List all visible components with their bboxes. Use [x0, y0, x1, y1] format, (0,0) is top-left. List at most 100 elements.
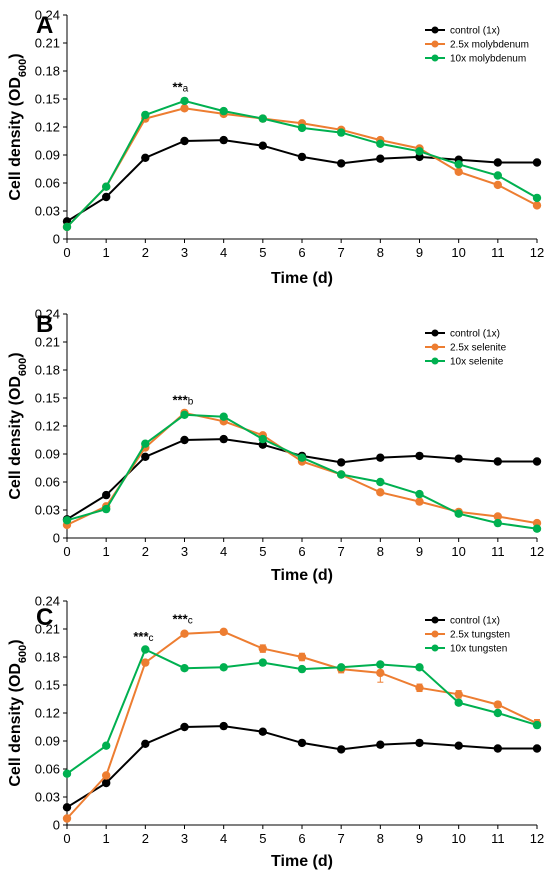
y-tick-label: 0.21 [35, 622, 60, 637]
x-tick-label: 7 [338, 831, 345, 846]
data-point [297, 652, 307, 662]
panel-letter: A [36, 12, 53, 39]
legend-item: 10x tungsten [425, 644, 507, 655]
data-point [297, 123, 307, 133]
legend-label: 2.5x molybdenum [450, 40, 529, 51]
data-point [180, 722, 189, 732]
x-tick-label: 4 [220, 544, 227, 559]
data-point [493, 171, 502, 180]
data-point [62, 769, 72, 778]
data-point [376, 477, 385, 487]
legend: control (1x) 2.5x selenite 10x selenite [425, 329, 507, 368]
data-point [258, 658, 267, 667]
x-tick-label: 5 [259, 831, 266, 846]
x-tick-label: 6 [298, 245, 305, 260]
legend-label: 2.5x tungsten [450, 630, 510, 641]
y-tick-label: 0.18 [35, 64, 60, 79]
data-point [376, 154, 385, 163]
data-point [180, 410, 189, 419]
panel-letter: C [36, 604, 53, 631]
legend-swatch-marker [431, 616, 439, 624]
data-point [337, 745, 346, 754]
x-tick-label: 9 [416, 245, 423, 260]
data-point [415, 147, 424, 156]
x-tick-label: 11 [491, 544, 505, 559]
x-tick-label: 11 [491, 831, 505, 846]
data-point [415, 497, 424, 506]
x-tick-label: 7 [338, 544, 345, 559]
data-point [141, 153, 150, 162]
data-point [532, 720, 542, 730]
data-point [219, 135, 228, 145]
data-point [493, 744, 502, 753]
y-tick-label: 0.18 [35, 650, 60, 665]
series-1 [62, 627, 542, 823]
x-axis-title: Time (d) [271, 853, 333, 870]
data-point [376, 668, 385, 678]
x-tick-label: 4 [220, 831, 227, 846]
data-point [337, 458, 346, 467]
y-tick-label: 0.06 [35, 762, 60, 777]
x-tick-label: 2 [142, 544, 149, 559]
y-tick-label: 0.12 [35, 419, 60, 434]
x-tick-label: 5 [259, 245, 266, 260]
data-point [219, 106, 228, 116]
data-point [532, 193, 542, 203]
legend-swatch-marker [431, 630, 439, 638]
data-point [376, 488, 385, 497]
significance-annotation: ***b [173, 393, 194, 408]
legend-item: 2.5x tungsten [425, 630, 510, 641]
data-point [141, 658, 150, 667]
data-point [258, 141, 267, 150]
x-tick-label: 3 [181, 544, 188, 559]
y-tick-label: 0.21 [35, 36, 60, 51]
data-point [532, 158, 542, 167]
legend: control (1x) 2.5x molybdenum 10x molybdenu… [425, 26, 529, 65]
y-axis-title: Cell density (OD600) [7, 352, 29, 499]
legend-item: 10x molybdenum [425, 54, 526, 65]
legend-label: 2.5x selenite [450, 343, 507, 354]
chart-panel-c: 00.030.060.090.120.150.180.210.240 1 2 3 4 5 6… [7, 594, 544, 871]
data-point [415, 663, 424, 672]
series-line [66, 139, 537, 223]
data-point [493, 518, 502, 528]
x-tick-label: 9 [416, 544, 423, 559]
data-point [180, 96, 189, 106]
legend-swatch-marker [431, 644, 439, 652]
legend-label: 10x selenite [450, 357, 504, 368]
legend-item: 10x selenite [425, 357, 504, 368]
data-point [493, 708, 502, 718]
data-point [219, 663, 228, 672]
series-0 [62, 434, 542, 524]
legend-label: control (1x) [450, 616, 500, 627]
y-axis-title: Cell density (OD600) [7, 639, 29, 786]
x-tick-label: 12 [530, 245, 544, 260]
y-tick-label: 0 [53, 232, 60, 247]
data-point [102, 504, 111, 514]
data-point [141, 739, 150, 748]
data-point [180, 104, 189, 113]
data-point [376, 453, 385, 462]
x-tick-label: 1 [103, 831, 110, 846]
y-tick-label: 0.06 [35, 176, 60, 191]
x-tick-label: 1 [103, 544, 110, 559]
series-2 [62, 410, 542, 533]
series-2 [62, 96, 542, 232]
data-point [219, 412, 228, 421]
y-axis-title: Cell density (OD600) [7, 53, 29, 200]
data-point [415, 451, 424, 461]
series-line [66, 413, 538, 530]
x-axis-title: Time (d) [271, 270, 333, 287]
data-point [258, 434, 267, 444]
data-point [297, 152, 307, 162]
data-point [180, 664, 189, 673]
y-tick-label: 0.21 [35, 335, 60, 350]
x-tick-label: 6 [298, 831, 305, 846]
data-point [454, 741, 463, 750]
x-tick-label: 0 [63, 544, 70, 559]
x-tick-label: 2 [142, 245, 149, 260]
x-tick-label: 10 [451, 245, 465, 260]
data-point [102, 192, 111, 202]
data-point [62, 222, 72, 232]
x-tick-label: 9 [416, 831, 423, 846]
